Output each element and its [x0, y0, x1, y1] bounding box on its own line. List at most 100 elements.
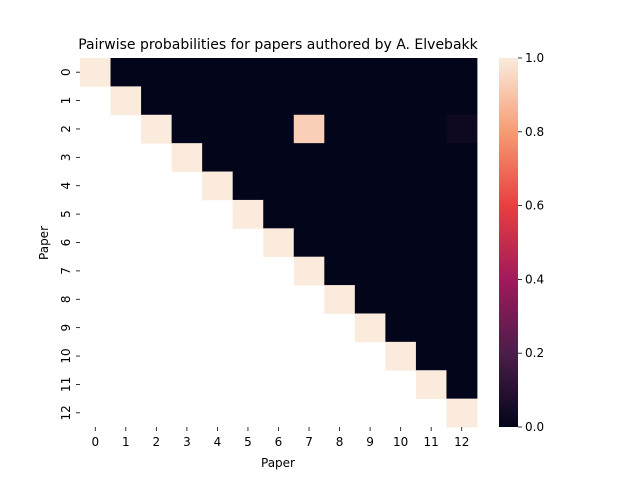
- heatmap-cell: [415, 313, 447, 343]
- heatmap-cell: [354, 171, 386, 201]
- x-tick-label: 10: [393, 435, 408, 449]
- heatmap-cell: [385, 171, 417, 201]
- heatmap-cell: [263, 86, 295, 116]
- x-tick-label: 6: [275, 435, 283, 449]
- heatmap-cell: [293, 114, 325, 144]
- x-tick-label: 12: [454, 435, 469, 449]
- y-tick-label: 3: [59, 154, 73, 162]
- heatmap-cell: [446, 228, 478, 258]
- heatmap-cell: [385, 341, 417, 371]
- y-tick-label: 11: [59, 377, 73, 392]
- heatmap-cell: [354, 285, 386, 314]
- heatmap-cell: [110, 86, 142, 116]
- heatmap-cell: [324, 171, 356, 201]
- heatmap-cell: [446, 313, 478, 343]
- heatmap-cell: [202, 143, 234, 172]
- colorbar-tick-label: 0.8: [525, 125, 544, 139]
- heatmap-cell: [263, 114, 295, 144]
- heatmap-cell: [263, 171, 295, 201]
- heatmap-cell: [171, 86, 203, 116]
- y-tick-label: 1: [59, 97, 73, 105]
- y-tick-label: 12: [59, 405, 73, 420]
- y-tick-label: 6: [59, 239, 73, 247]
- heatmap-cell: [202, 58, 234, 87]
- heatmap-cell: [324, 143, 356, 172]
- colorbar-tick-label: 0.0: [525, 420, 544, 434]
- heatmap-cell: [415, 256, 447, 286]
- y-axis-label: Paper: [37, 226, 51, 260]
- heatmap-cell: [385, 285, 417, 314]
- heatmap-cell: [415, 143, 447, 172]
- heatmap-cell: [446, 398, 478, 428]
- heatmap-cell: [263, 143, 295, 172]
- colorbar-tick-label: 1.0: [525, 51, 544, 65]
- x-tick-label: 3: [183, 435, 191, 449]
- heatmap-cell: [110, 58, 142, 87]
- heatmap-cell: [202, 86, 234, 116]
- colorbar-tick-label: 0.6: [525, 199, 544, 213]
- heatmap-cell: [293, 199, 325, 229]
- heatmap-cell: [385, 86, 417, 116]
- y-tick-label: 2: [59, 125, 73, 133]
- heatmap-cell: [415, 341, 447, 371]
- heatmap-cells: [80, 58, 478, 428]
- heatmap-cell: [171, 58, 203, 87]
- x-tick-label: 9: [366, 435, 374, 449]
- heatmap-cell: [446, 341, 478, 371]
- heatmap-cell: [293, 228, 325, 258]
- heatmap-cell: [446, 285, 478, 314]
- heatmap-cell: [263, 228, 295, 258]
- y-tick-label: 10: [59, 348, 73, 363]
- y-tick-label: 7: [59, 267, 73, 275]
- heatmap-cell: [385, 143, 417, 172]
- x-tick-label: 2: [153, 435, 161, 449]
- colorbar-tick-label: 0.4: [525, 272, 544, 286]
- heatmap-cell: [385, 199, 417, 229]
- heatmap-cell: [354, 199, 386, 229]
- x-axis-label: Paper: [261, 456, 295, 470]
- heatmap-cell: [415, 86, 447, 116]
- heatmap-cell: [446, 256, 478, 286]
- y-tick-label: 5: [59, 210, 73, 218]
- heatmap-cell: [446, 171, 478, 201]
- heatmap-cell: [446, 114, 478, 144]
- heatmap-cell: [324, 86, 356, 116]
- y-tick-label: 4: [59, 182, 73, 190]
- heatmap-cell: [324, 199, 356, 229]
- heatmap-cell: [446, 370, 478, 400]
- x-tick-label: 11: [424, 435, 439, 449]
- heatmap-cell: [232, 58, 264, 87]
- heatmap-cell: [263, 58, 295, 87]
- heatmap-cell: [141, 58, 173, 87]
- heatmap-cell: [293, 171, 325, 201]
- heatmap-cell: [171, 114, 203, 144]
- x-tick-label: 0: [91, 435, 99, 449]
- heatmap-cell: [324, 58, 356, 87]
- heatmap-cell: [385, 256, 417, 286]
- heatmap-cell: [415, 228, 447, 258]
- heatmap-cell: [354, 313, 386, 343]
- heatmap-cell: [385, 313, 417, 343]
- heatmap-cell: [202, 114, 234, 144]
- heatmap-cell: [446, 86, 478, 116]
- heatmap-cell: [232, 171, 264, 201]
- colorbar-ticks: 0.0 0.2 0.4 0.6 0.8 1.0: [518, 51, 544, 434]
- heatmap-cell: [385, 58, 417, 87]
- heatmap-cell: [354, 86, 386, 116]
- heatmap-cell: [324, 114, 356, 144]
- heatmap-cell: [415, 199, 447, 229]
- heatmap-cell: [446, 143, 478, 172]
- heatmap-cell: [324, 228, 356, 258]
- heatmap-cell: [232, 143, 264, 172]
- y-tick-label: 0: [59, 68, 73, 76]
- heatmap-cell: [354, 58, 386, 87]
- heatmap-cell: [324, 285, 356, 314]
- heatmap-cell: [232, 114, 264, 144]
- heatmap-cell: [446, 58, 478, 87]
- x-tick-label: 8: [336, 435, 344, 449]
- x-tick-label: 4: [214, 435, 222, 449]
- y-tick-label: 9: [59, 324, 73, 332]
- heatmap-cell: [354, 256, 386, 286]
